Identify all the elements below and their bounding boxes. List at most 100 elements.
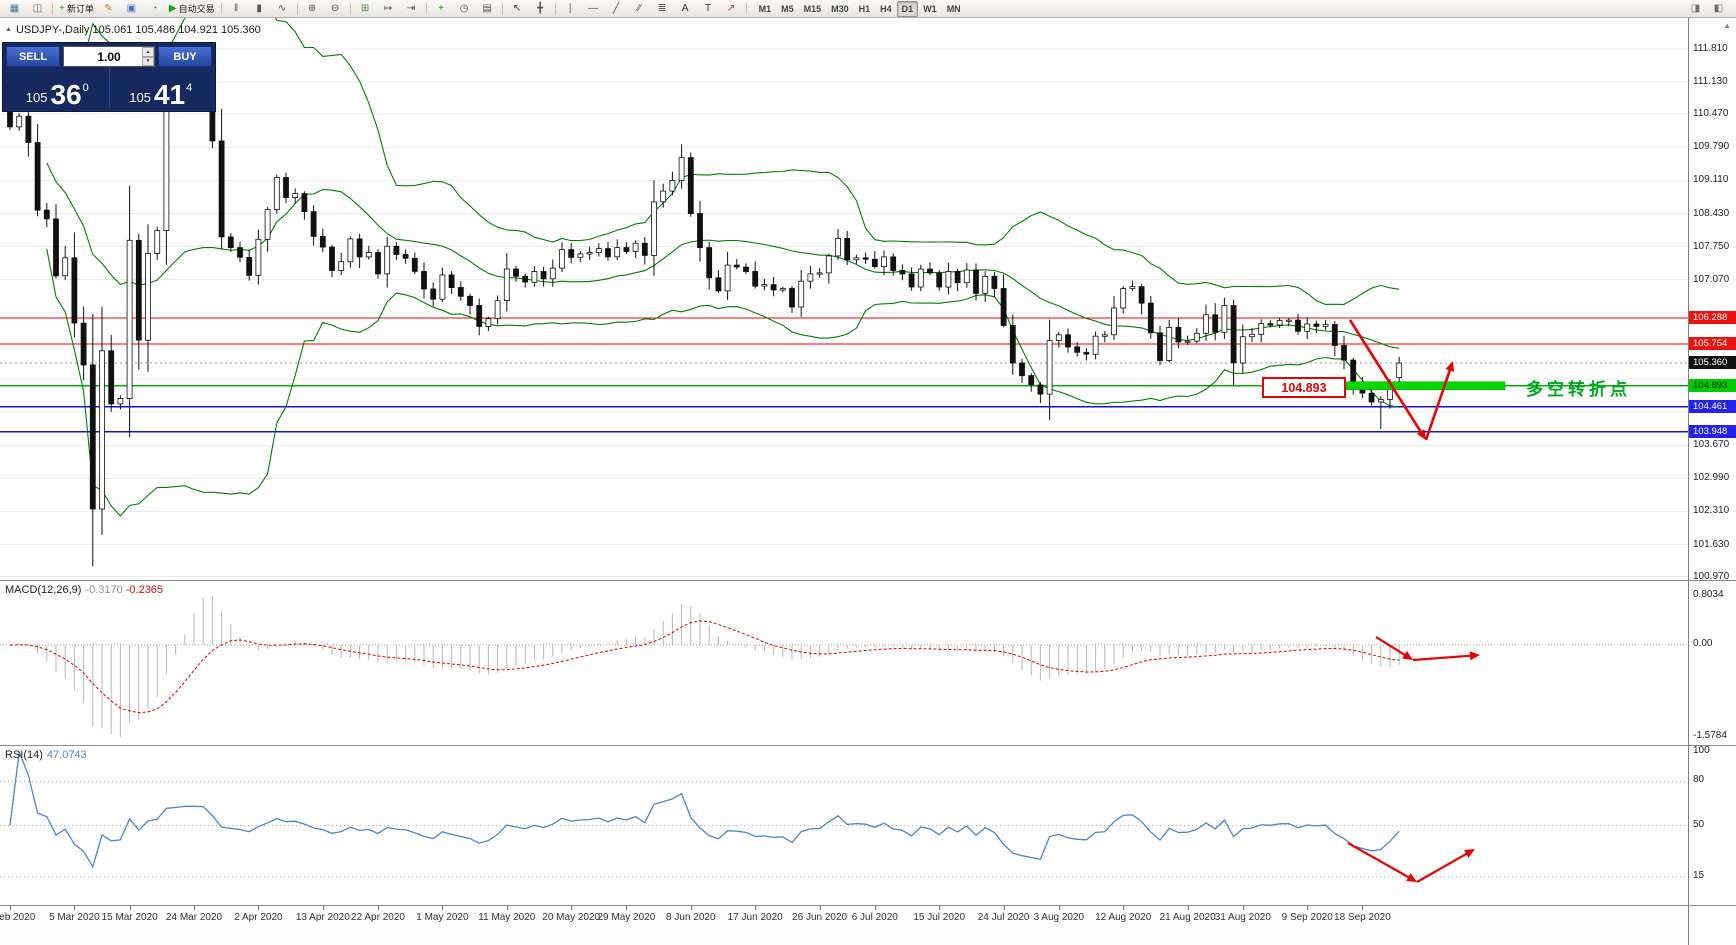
collapse-quote-icon[interactable]: ▲ [5,26,12,33]
line-chart-icon[interactable]: ∿ [271,0,294,18]
time-tick [378,906,379,910]
panel-separator [1689,745,1736,746]
timeframe-h1[interactable]: H1 [858,3,871,14]
strategy-tester-icon[interactable]: ◔ [143,0,166,18]
templates-icon[interactable]: ▤ [476,0,499,18]
crosshair-icon[interactable]: ╋ [529,0,552,18]
time-tick [1123,906,1125,910]
new-order-button: + [59,2,65,14]
window-split-icon[interactable]: ◨ [1690,3,1701,14]
trendline-icon[interactable]: ╱ [605,0,628,18]
time-axis-label: 15 Mar 2020 [101,912,158,923]
main-chart-panel[interactable]: ▲ USDJPY-,Daily 105.061 105.486 104.921 1… [0,18,1688,580]
turning-point-text[interactable]: 多空转折点 [1526,380,1631,399]
macd-scale-label: 0.8034 [1693,589,1724,600]
text-label-icon[interactable]: T [697,0,720,18]
price-scale-label: 109.790 [1693,141,1730,153]
time-tick [874,906,876,910]
macd-scale-label: -1.5784 [1693,730,1727,741]
scale-scroll-up-icon[interactable]: ▲ [1723,21,1731,30]
chart-shift-icon[interactable]: ⇥ [400,0,423,18]
periods-icon[interactable]: ◷ [453,0,476,18]
macd-value-main: -0.3170 [85,584,123,596]
timeframe-m15[interactable]: M15 [803,3,822,14]
buy-button[interactable]: BUY [158,46,212,67]
metaeditor-icon[interactable]: ✎ [97,0,120,18]
timeframe-h4[interactable]: H4 [880,3,892,14]
arrows-icon[interactable]: ↗ [720,0,743,18]
time-axis-label: 3 Aug 2020 [1033,912,1085,923]
timeframe-m30[interactable]: M30 [831,3,849,14]
zoom-in-icon: ⊕ [307,2,317,14]
time-tick [1307,906,1309,910]
time-tick [322,906,324,910]
autotrading-button: ▶ [168,2,177,14]
time-axis-label: 11 May 2020 [478,912,536,923]
chart-shift-icon: ⇥ [406,2,416,14]
price-scale[interactable]: ▲ 111.810 111.130 110.470 109.790 109.110 108… [1688,18,1736,945]
new-order-button[interactable]: + 新订单 [56,0,97,18]
channel-icon[interactable]: ∕∕ [628,0,651,18]
toolbar-separator [349,2,351,15]
sell-button[interactable]: SELL [6,46,60,67]
candlestick-series [7,53,1403,567]
rsi-line [9,751,1400,869]
candlestick-chart-icon[interactable]: ▮ [248,0,271,18]
volume-up-button[interactable]: ▲ [142,47,154,57]
auto-scroll-icon: ↦ [383,2,393,14]
profiles-icon[interactable]: ◫ [26,0,49,18]
one-click-trading-panel: SELL 1.00 ▲ ▼ BUY 105 36 0 105 41 4 [2,42,216,112]
tile-windows-icon[interactable]: ⊞ [354,0,377,18]
timeframe-mn[interactable]: MN [946,3,961,14]
price-scale-label: 109.110 [1693,174,1729,186]
panel-separator [1689,905,1736,906]
timeframe-m5[interactable]: M5 [781,3,794,14]
price-scale-label: 111.130 [1693,76,1728,88]
rsi-panel[interactable]: RSI(14) 47.0743 [0,745,1688,905]
rsi-value: 47.0743 [46,749,87,761]
auto-scroll-icon[interactable]: ↦ [377,0,400,18]
fibonacci-icon[interactable]: ≣ [651,0,674,18]
time-tick [1242,906,1244,910]
zoom-out-icon[interactable]: ⊖ [324,0,347,18]
horizontal-line-icon: ― [588,2,599,14]
time-tick [74,906,76,910]
time-tick [819,906,821,910]
text-icon[interactable]: A [674,0,697,18]
bars-chart-icon[interactable]: ‖ [225,0,248,18]
terminal-icon[interactable]: ▣ [120,0,143,18]
new-chart-icon[interactable]: ▦ [3,0,26,18]
timeframe-d1[interactable]: D1 [896,0,919,17]
time-axis-label: 24 Mar 2020 [165,912,223,923]
toolbar-separator [52,2,53,15]
price-scale-label: 100.970 [1693,570,1730,582]
crosshair-icon: ╋ [537,2,544,14]
candlestick-chart[interactable] [0,18,1688,580]
volume-down-button[interactable]: ▼ [142,56,154,66]
time-axis-label: 31 Aug 2020 [1214,912,1271,923]
timeframe-m1[interactable]: M1 [758,3,772,14]
vertical-line-icon[interactable]: ∣ [559,0,582,18]
rsi-scale-label: 15 [1693,869,1705,881]
macd-panel[interactable]: MACD(12,26,9) -0.3170 -0.2365 [0,580,1688,745]
zoom-in-icon[interactable]: ⊕ [301,0,324,18]
autotrading-button[interactable]: ▶ 自动交易 [166,0,218,18]
time-axis-label: 22 Apr 2020 [351,912,405,923]
time-axis-label: 8 Jun 2020 [666,912,716,923]
indicators-icon[interactable]: + [430,0,453,18]
price-scale-label: 102.990 [1693,472,1730,484]
time-tick [1058,906,1060,910]
bb-middle [46,162,1400,349]
window-panel-icon[interactable]: ◧ [1713,3,1724,14]
profiles-icon: ◫ [32,2,43,14]
timeframe-w1[interactable]: W1 [923,3,937,14]
volume-input[interactable]: 1.00 ▲ ▼ [63,46,155,67]
price-chip-103.948: 103.948 [1689,424,1736,438]
price-label-box[interactable]: 104.893 [1262,377,1346,398]
rsi-chart [0,751,1688,883]
price-scale-label: 102.310 [1693,505,1730,517]
horizontal-line-icon[interactable]: ― [582,0,605,18]
rsi-scale-label: 50 [1693,818,1705,830]
cursor-icon[interactable]: ↖ [506,0,529,18]
